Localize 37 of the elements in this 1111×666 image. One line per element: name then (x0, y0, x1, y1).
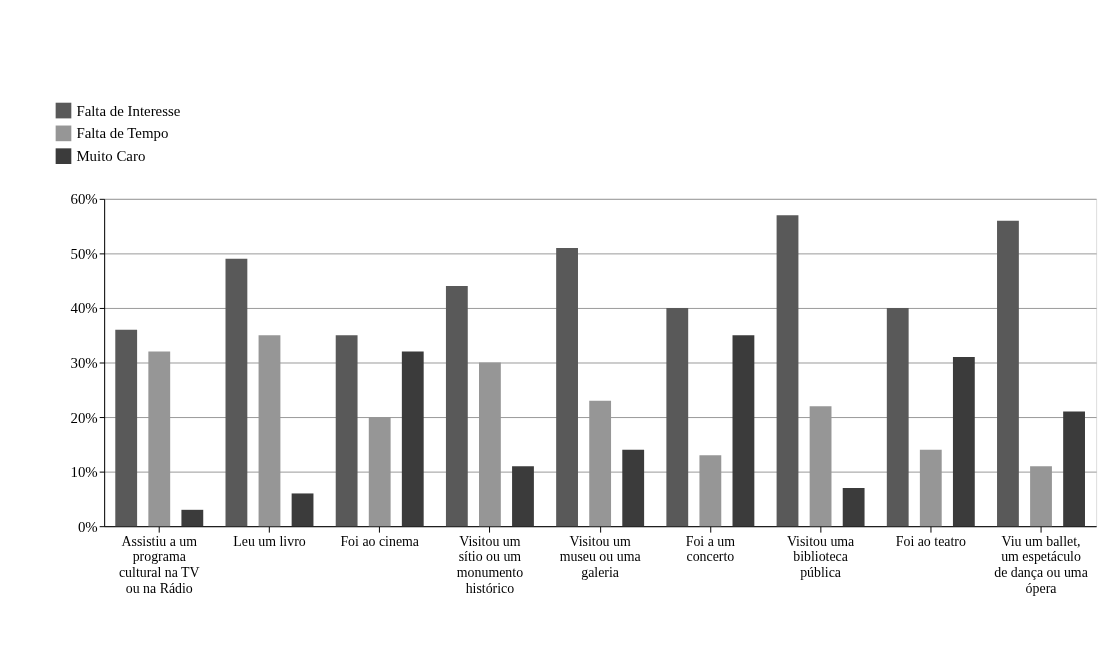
x-tick-label: Foi ao cinema (340, 533, 420, 549)
y-tick-label: 60% (70, 191, 98, 208)
bar (1063, 411, 1085, 527)
bar (115, 329, 138, 527)
legend-label: Falta de Tempo (76, 125, 169, 142)
bar (997, 220, 1019, 527)
y-tick-label: 0% (77, 518, 98, 535)
x-tick-label: Leu um livro (233, 533, 306, 549)
bar (445, 286, 468, 527)
bar (842, 487, 865, 527)
y-tick-label: 40% (70, 300, 98, 317)
x-tick-label: Assistiu a um programa cultural na TV ou na Rádio (118, 533, 200, 597)
x-tick-label: Visitou um museu ou uma galeria (559, 533, 641, 581)
bar (556, 247, 578, 527)
legend-label: Falta de Interesse (76, 102, 181, 119)
bar (181, 509, 204, 527)
bar (732, 335, 755, 527)
bar (225, 258, 248, 527)
bar (291, 493, 314, 527)
y-tick-label: 20% (70, 409, 98, 426)
y-tick-label: 30% (70, 354, 98, 371)
x-tick-label: Visitou uma biblioteca pública (786, 533, 855, 581)
x-tick-label: Foi ao teatro (895, 533, 966, 549)
bar (666, 307, 689, 527)
bar (886, 307, 909, 527)
legend-label: Muito Caro (76, 148, 146, 165)
bar (401, 351, 424, 527)
bar (512, 466, 534, 527)
x-tick-label: Foi a um concerto (685, 533, 736, 565)
bar (335, 335, 358, 527)
bar (622, 449, 645, 527)
x-tick-label: Viu um ballet, um espetáculo de dança ou uma ópera (994, 533, 1088, 597)
y-tick-label: 10% (70, 464, 98, 481)
bar (952, 357, 975, 527)
x-tick-label: Visitou um sítio ou um monumento histórico (456, 533, 524, 597)
bar (776, 215, 799, 527)
y-tick-label: 50% (70, 245, 98, 262)
